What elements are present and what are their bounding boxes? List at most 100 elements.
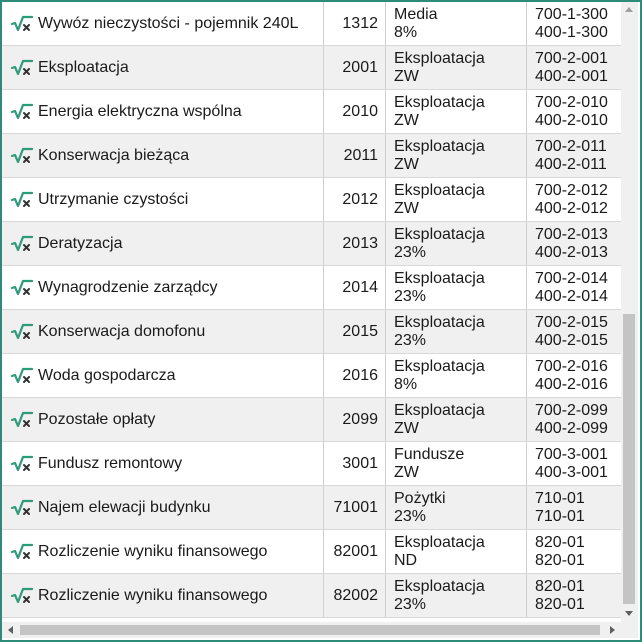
accounts-cell[interactable]: 700-2-016 400-2-016: [527, 354, 621, 397]
name-cell[interactable]: Wywóz nieczystości - pojemnik 240L: [2, 2, 324, 45]
vat-rate: 23%: [394, 288, 427, 305]
name-cell[interactable]: Rozliczenie wyniku finansowego: [2, 574, 324, 617]
table-row[interactable]: Energia elektryczna wspólna 2010 Eksploata…: [2, 90, 621, 134]
category-cell[interactable]: Eksploatacja ZW: [386, 90, 527, 133]
formula-icon: [11, 103, 33, 120]
formula-icon: [11, 59, 33, 76]
code-cell[interactable]: 82001: [324, 530, 386, 573]
category-name: Eksploatacja: [394, 534, 485, 551]
code-cell[interactable]: 2016: [324, 354, 386, 397]
name-cell[interactable]: Energia elektryczna wspólna: [2, 90, 324, 133]
category-name: Media: [394, 6, 438, 23]
name-cell[interactable]: Najem elewacji budynku: [2, 486, 324, 529]
account-cost: 400-2-010: [535, 112, 608, 129]
account-revenue: 700-2-010: [535, 94, 608, 111]
accounts-cell[interactable]: 700-2-013 400-2-013: [527, 222, 621, 265]
table-row[interactable]: Pozostałe opłaty 2099 Eksploatacja ZW 700-2-…: [2, 398, 621, 442]
category-cell[interactable]: Eksploatacja ND: [386, 530, 527, 573]
code-cell[interactable]: 2001: [324, 46, 386, 89]
category-cell[interactable]: Eksploatacja 23%: [386, 222, 527, 265]
account-revenue: 700-1-300: [535, 6, 608, 23]
code-cell[interactable]: 3001: [324, 442, 386, 485]
table-row[interactable]: Rozliczenie wyniku finansowego 82002 Ekspl…: [2, 574, 621, 618]
formula-icon: [11, 323, 33, 340]
scroll-left-arrow-icon[interactable]: [8, 626, 13, 634]
category-name: Eksploatacja: [394, 402, 485, 419]
category-name: Fundusze: [394, 446, 465, 463]
accounts-cell[interactable]: 700-2-011 400-2-011: [527, 134, 621, 177]
account-revenue: 700-3-001: [535, 446, 608, 463]
accounts-cell[interactable]: 700-3-001 400-3-001: [527, 442, 621, 485]
accounts-cell[interactable]: 700-2-001 400-2-001: [527, 46, 621, 89]
formula-icon: [11, 147, 33, 164]
category-cell[interactable]: Eksploatacja 23%: [386, 310, 527, 353]
name-cell[interactable]: Wynagrodzenie zarządcy: [2, 266, 324, 309]
category-cell[interactable]: Eksploatacja ZW: [386, 178, 527, 221]
code-cell[interactable]: 2014: [324, 266, 386, 309]
formula-icon: [11, 191, 33, 208]
category-cell[interactable]: Eksploatacja 8%: [386, 354, 527, 397]
scroll-down-arrow-icon[interactable]: [625, 611, 633, 616]
item-name: Eksploatacja: [38, 59, 129, 76]
accounts-cell[interactable]: 700-1-300 400-1-300: [527, 2, 621, 45]
name-cell[interactable]: Konserwacja domofonu: [2, 310, 324, 353]
code-cell[interactable]: 82002: [324, 574, 386, 617]
name-cell[interactable]: Eksploatacja: [2, 46, 324, 89]
category-cell[interactable]: Eksploatacja 23%: [386, 266, 527, 309]
category-cell[interactable]: Eksploatacja ZW: [386, 46, 527, 89]
accounts-cell[interactable]: 710-01 710-01: [527, 486, 621, 529]
accounts-cell[interactable]: 700-2-015 400-2-015: [527, 310, 621, 353]
name-cell[interactable]: Woda gospodarcza: [2, 354, 324, 397]
code-cell[interactable]: 2012: [324, 178, 386, 221]
code-cell[interactable]: 2015: [324, 310, 386, 353]
account-cost: 820-01: [535, 552, 585, 569]
accounts-cell[interactable]: 700-2-012 400-2-012: [527, 178, 621, 221]
table-row[interactable]: Konserwacja bieżąca 2011 Eksploatacja ZW 700…: [2, 134, 621, 178]
vertical-scroll-thumb[interactable]: [623, 314, 635, 604]
table-row[interactable]: Fundusz remontowy 3001 Fundusze ZW 700-3-001…: [2, 442, 621, 486]
table-row[interactable]: Wynagrodzenie zarządcy 2014 Eksploatacja 23…: [2, 266, 621, 310]
code-cell[interactable]: 2010: [324, 90, 386, 133]
horizontal-scrollbar[interactable]: [2, 622, 621, 638]
category-cell[interactable]: Fundusze ZW: [386, 442, 527, 485]
code-cell[interactable]: 1312: [324, 2, 386, 45]
name-cell[interactable]: Pozostałe opłaty: [2, 398, 324, 441]
table-row[interactable]: Konserwacja domofonu 2015 Eksploatacja 23% 7…: [2, 310, 621, 354]
scroll-right-arrow-icon[interactable]: [610, 626, 615, 634]
scroll-up-arrow-icon[interactable]: [625, 7, 633, 12]
table-row[interactable]: Wywóz nieczystości - pojemnik 240L 1312 Me…: [2, 2, 621, 46]
accounts-cell[interactable]: 820-01 820-01: [527, 574, 621, 617]
vat-rate: 23%: [394, 508, 427, 525]
table-row[interactable]: Eksploatacja 2001 Eksploatacja ZW 700-2-001 4…: [2, 46, 621, 90]
table-row[interactable]: Najem elewacji budynku 71001 Pożytki 23% 710…: [2, 486, 621, 530]
code-cell[interactable]: 2013: [324, 222, 386, 265]
table-row[interactable]: Utrzymanie czystości 2012 Eksploatacja ZW 70…: [2, 178, 621, 222]
code-cell[interactable]: 71001: [324, 486, 386, 529]
code-cell[interactable]: 2099: [324, 398, 386, 441]
formula-icon: [11, 235, 33, 252]
table-row[interactable]: Rozliczenie wyniku finansowego 82001 Ekspl…: [2, 530, 621, 574]
category-cell[interactable]: Media 8%: [386, 2, 527, 45]
account-revenue: 700-2-012: [535, 182, 608, 199]
accounts-cell[interactable]: 700-2-099 400-2-099: [527, 398, 621, 441]
category-name: Eksploatacja: [394, 358, 485, 375]
name-cell[interactable]: Deratyzacja: [2, 222, 324, 265]
code-cell[interactable]: 2011: [324, 134, 386, 177]
vertical-scrollbar[interactable]: [621, 2, 638, 622]
scrollbar-corner: [621, 622, 638, 638]
name-cell[interactable]: Utrzymanie czystości: [2, 178, 324, 221]
table-row[interactable]: Woda gospodarcza 2016 Eksploatacja 8% 700-2-…: [2, 354, 621, 398]
category-cell[interactable]: Eksploatacja 23%: [386, 574, 527, 617]
account-cost: 400-1-300: [535, 24, 608, 41]
category-cell[interactable]: Eksploatacja ZW: [386, 134, 527, 177]
table-row[interactable]: Deratyzacja 2013 Eksploatacja 23% 700-2-013 4…: [2, 222, 621, 266]
accounts-cell[interactable]: 700-2-014 400-2-014: [527, 266, 621, 309]
category-cell[interactable]: Eksploatacja ZW: [386, 398, 527, 441]
category-cell[interactable]: Pożytki 23%: [386, 486, 527, 529]
accounts-cell[interactable]: 700-2-010 400-2-010: [527, 90, 621, 133]
name-cell[interactable]: Fundusz remontowy: [2, 442, 324, 485]
accounts-cell[interactable]: 820-01 820-01: [527, 530, 621, 573]
name-cell[interactable]: Konserwacja bieżąca: [2, 134, 324, 177]
horizontal-scroll-thumb[interactable]: [20, 625, 600, 635]
name-cell[interactable]: Rozliczenie wyniku finansowego: [2, 530, 324, 573]
